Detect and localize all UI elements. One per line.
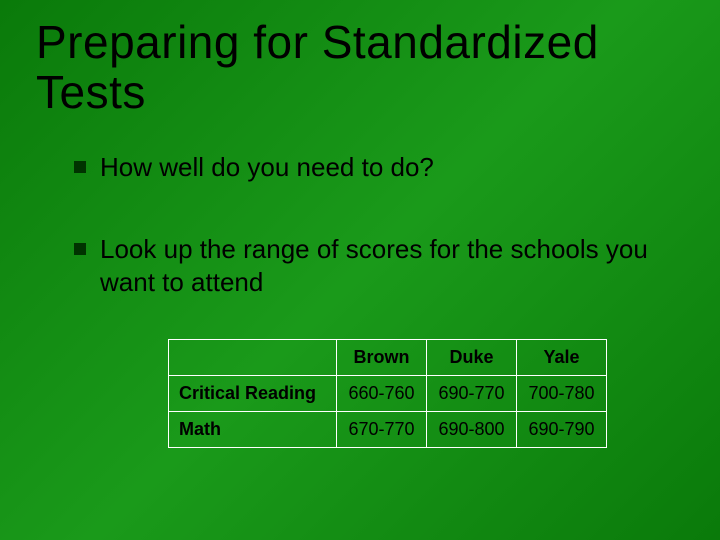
- bullet-text: How well do you need to do?: [100, 151, 690, 184]
- bullet-text: Look up the range of scores for the scho…: [100, 233, 690, 300]
- table-cell: 670-770: [337, 412, 427, 448]
- table-row-label: Math: [169, 412, 337, 448]
- table-cell: 660-760: [337, 376, 427, 412]
- table-col-header: Yale: [517, 340, 607, 376]
- score-table-container: Brown Duke Yale Critical Reading 660-760…: [168, 339, 690, 448]
- slide-title: Preparing for Standardized Tests: [36, 18, 690, 117]
- table-col-header: Duke: [427, 340, 517, 376]
- table-row: Critical Reading 660-760 690-770 700-780: [169, 376, 607, 412]
- table-header-row: Brown Duke Yale: [169, 340, 607, 376]
- bullet-item: Look up the range of scores for the scho…: [74, 233, 690, 300]
- table-cell: 690-790: [517, 412, 607, 448]
- table-cell: 700-780: [517, 376, 607, 412]
- table-corner-cell: [169, 340, 337, 376]
- table-cell: 690-770: [427, 376, 517, 412]
- table-row-label: Critical Reading: [169, 376, 337, 412]
- bullet-item: How well do you need to do?: [74, 151, 690, 184]
- table-cell: 690-800: [427, 412, 517, 448]
- score-table: Brown Duke Yale Critical Reading 660-760…: [168, 339, 607, 448]
- table-col-header: Brown: [337, 340, 427, 376]
- bullet-list: How well do you need to do? Look up the …: [74, 151, 690, 299]
- table-row: Math 670-770 690-800 690-790: [169, 412, 607, 448]
- bullet-marker-icon: [74, 243, 86, 255]
- bullet-marker-icon: [74, 161, 86, 173]
